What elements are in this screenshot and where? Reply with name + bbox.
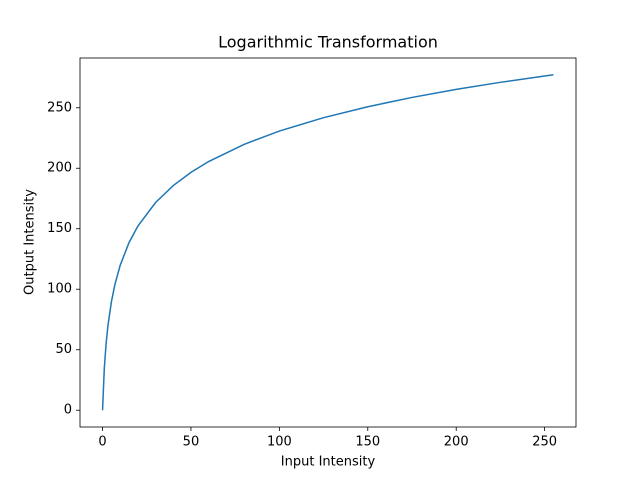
y-axis-label: Output Intensity [23,189,38,295]
x-tick-label: 100 [267,435,292,450]
y-tick-label: 0 [64,403,72,418]
x-axis-label: Input Intensity [281,455,376,470]
axes-frame [79,57,577,428]
x-tick-label: 150 [355,435,380,450]
x-tick-label: 200 [444,435,469,450]
y-tick-label: 150 [47,221,72,236]
y-tick-label: 50 [55,342,72,357]
y-tick-label: 250 [47,100,72,115]
data-line [101,74,554,411]
chart-title: Logarithmic Transformation [218,33,438,52]
y-tick-label: 200 [47,161,72,176]
y-tick-label: 100 [47,282,72,297]
x-tick-label: 50 [183,435,200,450]
x-tick-label: 0 [98,435,106,450]
x-tick-label: 250 [532,435,557,450]
